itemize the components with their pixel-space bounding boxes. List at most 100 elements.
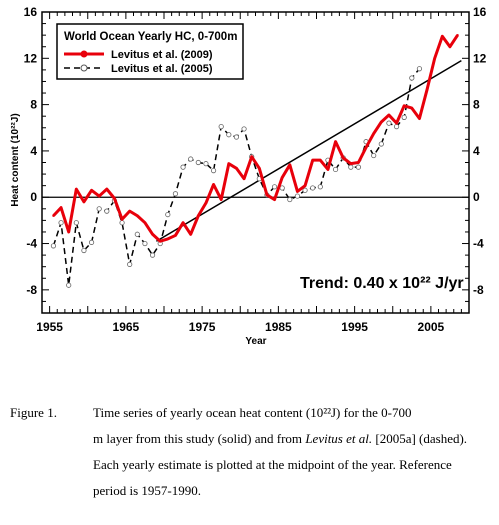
series-levitus-2005-point: [348, 164, 354, 170]
y-tick-label-right: 4: [473, 144, 480, 158]
series-levitus-2009-point: [273, 198, 276, 201]
caption-row-4: period is 1957-1990.: [0, 478, 499, 504]
legend-marker-solid: [80, 50, 88, 58]
series-levitus-2005-point: [409, 75, 415, 81]
series-levitus-2005-point: [332, 166, 339, 173]
series-levitus-2009-point: [242, 177, 246, 180]
x-tick-label: 1965: [113, 320, 140, 334]
series-levitus-2009-point: [456, 33, 459, 37]
series-levitus-2005-point: [302, 187, 308, 193]
series-levitus-2009-point: [380, 120, 383, 124]
caption-label: Figure 1.: [10, 405, 57, 420]
series-levitus-2009-point: [52, 214, 55, 217]
series-levitus-2009-point: [90, 189, 93, 192]
series-levitus-2009-point: [303, 184, 307, 187]
series-levitus-2005-point: [180, 164, 186, 170]
series-levitus-2005-point: [233, 134, 240, 140]
series-levitus-2009-point: [136, 214, 139, 217]
series-levitus-2009-point: [143, 221, 147, 224]
series-levitus-2009-point: [212, 183, 215, 186]
series-levitus-2009-point: [82, 200, 86, 204]
series-levitus-2009-point: [334, 140, 337, 143]
legend-box: [56, 23, 244, 80]
legend: World Ocean Yearly HC, 0-700m Levitus et…: [56, 23, 244, 80]
series-levitus-2009-point: [326, 168, 330, 171]
y-tick-label-right: 0: [473, 190, 480, 204]
series-levitus-2009-point: [235, 167, 238, 170]
series-levitus-2005-point: [104, 208, 110, 214]
y-tick-label-right: -8: [473, 283, 484, 297]
series-levitus-2009-point: [425, 88, 429, 91]
y-tick-label: 16: [24, 5, 38, 19]
legend-title: World Ocean Yearly HC, 0-700m: [64, 31, 237, 43]
series-levitus-2009-point: [311, 158, 314, 162]
series-levitus-2009-point: [67, 230, 70, 234]
series-levitus-2005-point: [88, 239, 95, 245]
series-levitus-2005-point: [218, 124, 224, 130]
series-levitus-2009-point: [341, 156, 345, 160]
y-tick-label: 12: [24, 51, 38, 65]
series-levitus-2009-point: [128, 209, 131, 213]
caption-line-3: Each yearly estimate is plotted at the m…: [93, 457, 452, 472]
axes-group: 1955 1965 1975 1985 1995 2005 -8 -8 -4 -4 0 0 4 4 8 8 12…: [24, 5, 487, 334]
series-levitus-2009-point: [280, 176, 284, 179]
series-levitus-2005-point: [226, 132, 232, 138]
series-levitus-2005-point: [416, 66, 423, 72]
series-levitus-2005-point: [96, 206, 102, 212]
series-levitus-2009-point: [296, 190, 299, 193]
y-tick-label-right: 16: [473, 5, 487, 19]
legend-label-solid: Levitus et al. (2009): [111, 49, 213, 61]
y-tick-label: 8: [30, 98, 37, 112]
series-levitus-2005-point: [310, 185, 316, 191]
series-levitus-2005-point: [378, 141, 384, 147]
series-levitus-2009-point: [364, 146, 368, 149]
series-levitus-2009-point: [258, 167, 261, 170]
series-levitus-2009-point: [151, 233, 154, 236]
x-tick-label: 1975: [189, 320, 216, 334]
series-levitus-2005-point: [401, 114, 407, 120]
series-levitus-2009-point: [288, 163, 292, 167]
series-levitus-2009-point: [349, 162, 353, 165]
series-levitus-2005-point: [203, 161, 209, 167]
x-tick-label: 1985: [265, 320, 292, 334]
trend-annotation: Trend: 0.40 x 10²² J/yr: [300, 275, 464, 292]
series-levitus-2009-point: [189, 233, 192, 236]
series-levitus-2005-point: [119, 220, 125, 226]
series-levitus-2005-point: [149, 252, 156, 258]
heat-content-chart: 1955 1965 1975 1985 1995 2005 -8 -8 -4 -4 0 0 4 4 8 8 12…: [10, 5, 487, 347]
series-levitus-2005-point: [271, 184, 278, 190]
trend-line-group: [155, 59, 462, 242]
caption-line-2-pre: m layer from this study (solid) and from: [93, 431, 306, 446]
series-levitus-2009-point: [113, 197, 116, 200]
series-levitus-2009-point: [59, 206, 63, 209]
series-levitus-2009-point: [319, 158, 322, 162]
series-levitus-2005-point: [127, 261, 133, 267]
series-levitus-2009-point: [181, 221, 185, 224]
y-tick-label-right: 8: [473, 98, 480, 112]
series-levitus-2009-point: [197, 214, 200, 217]
x-tick-label: 1995: [341, 320, 368, 334]
series-levitus-2009-point: [227, 162, 231, 165]
series-levitus-2005-point: [142, 240, 148, 247]
series-levitus-2005-point: [355, 164, 362, 170]
series-levitus-2009-point: [441, 35, 444, 38]
x-tick-label: 2005: [418, 320, 445, 334]
series-levitus-2009-point: [219, 198, 223, 201]
series-levitus-2009-point: [158, 240, 162, 243]
series-levitus-2005-point: [81, 247, 87, 254]
series-levitus-2009-point: [395, 121, 398, 125]
y-tick-label-right: 12: [473, 51, 487, 65]
series-levitus-2009-line: [52, 34, 459, 243]
series-levitus-2009-point: [166, 237, 170, 241]
series-levitus-2009-point: [418, 117, 421, 120]
series-levitus-2005-point: [287, 196, 293, 203]
series-levitus-2009-point: [433, 57, 436, 60]
series-levitus-2005-point: [50, 243, 57, 249]
series-levitus-2005-point: [165, 211, 171, 218]
series-levitus-2009-point: [120, 218, 124, 221]
y-tick-label-right: -4: [473, 237, 484, 251]
caption-citation: Levitus et al.: [305, 431, 373, 446]
y-tick-label: -8: [26, 283, 37, 297]
series-levitus-2005-line: [52, 68, 421, 286]
series-levitus-2009-point: [372, 132, 375, 135]
